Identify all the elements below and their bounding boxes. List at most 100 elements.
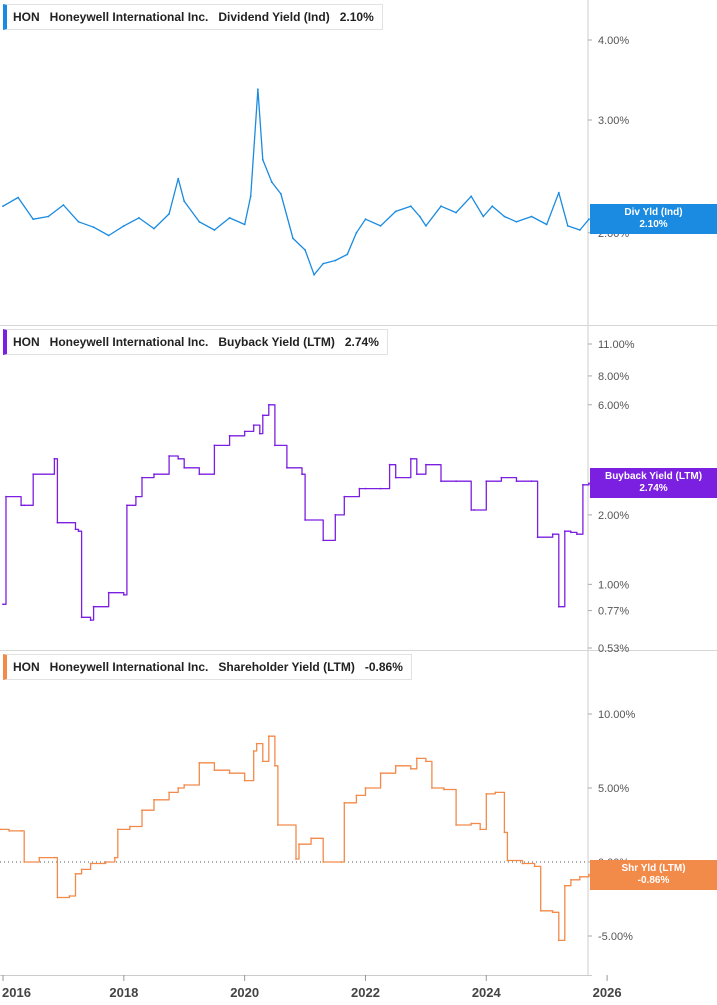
- data-point: [343, 801, 346, 804]
- data-point: [249, 195, 252, 198]
- data-point: [261, 158, 264, 161]
- badge-value: 2.74%: [639, 483, 668, 494]
- data-point: [415, 473, 418, 476]
- data-point: [588, 482, 590, 485]
- data-point: [358, 487, 361, 490]
- y-tick-label: 0.77%: [598, 606, 629, 618]
- data-point: [485, 480, 488, 483]
- data-point: [503, 831, 506, 834]
- data-point: [56, 521, 59, 524]
- data-point: [116, 828, 119, 831]
- data-point: [53, 457, 56, 460]
- data-point: [566, 225, 569, 227]
- legend-series-name: Dividend Yield (Ind): [218, 10, 330, 24]
- data-point: [113, 856, 116, 859]
- data-point: [443, 788, 445, 791]
- data-point: [32, 218, 35, 221]
- data-point: [77, 220, 80, 223]
- data-point: [107, 591, 110, 594]
- data-point: [440, 205, 442, 208]
- x-tick-label: 2024: [472, 985, 502, 1000]
- data-point: [292, 237, 294, 240]
- data-point: [379, 225, 382, 227]
- data-point: [228, 772, 231, 775]
- data-point: [177, 457, 180, 460]
- data-point: [409, 457, 412, 460]
- badge-value: 2.10%: [639, 219, 668, 230]
- x-tick-label: 2022: [351, 985, 380, 1000]
- data-point: [301, 473, 303, 476]
- data-point: [183, 200, 186, 203]
- data-point: [491, 205, 494, 208]
- data-point: [355, 794, 358, 797]
- data-point: [470, 509, 473, 511]
- legend-buyback-yield: HON Honeywell International Inc. Buyback…: [3, 329, 388, 355]
- legend-current-value: 2.74%: [344, 335, 379, 349]
- data-point: [89, 619, 92, 621]
- data-point: [409, 767, 412, 770]
- series-line-0: [2, 88, 590, 276]
- y-tick-label: 1.00%: [598, 579, 629, 591]
- data-point: [168, 213, 171, 215]
- y-tick-label: 2.00%: [598, 510, 629, 522]
- data-point: [280, 193, 282, 195]
- data-point: [455, 824, 457, 826]
- data-point: [394, 210, 397, 213]
- data-point: [267, 735, 270, 738]
- data-point: [579, 875, 581, 878]
- data-point: [557, 191, 560, 194]
- data-point: [485, 793, 488, 795]
- data-point: [0, 828, 1, 831]
- data-point: [425, 225, 427, 227]
- data-point: [5, 495, 7, 498]
- data-point: [539, 909, 542, 912]
- data-point: [198, 761, 201, 764]
- x-tick-label: 2026: [593, 985, 622, 1000]
- legend-ticker: HON: [13, 10, 40, 24]
- data-point: [183, 466, 186, 469]
- legend-series-name: Shareholder Yield (LTM): [218, 660, 355, 674]
- data-point: [515, 480, 518, 483]
- shareholder-yield-value-badge: Shr Yld (LTM) -0.86%: [590, 860, 717, 890]
- data-point: [89, 862, 92, 865]
- data-point: [23, 861, 26, 863]
- data-point: [551, 533, 554, 536]
- data-point: [107, 234, 110, 237]
- data-point: [270, 181, 273, 184]
- data-point: [431, 787, 433, 789]
- data-point: [213, 769, 216, 772]
- data-point: [213, 444, 216, 447]
- data-point: [74, 528, 77, 531]
- legend-ticker: HON: [13, 335, 40, 349]
- y-tick-label: 3.00%: [598, 115, 629, 127]
- data-point: [576, 533, 578, 536]
- data-point: [17, 196, 19, 199]
- data-point: [20, 830, 22, 832]
- data-point: [455, 211, 457, 214]
- data-point: [563, 884, 566, 887]
- buyback-yield-value-badge: Buyback Yield (LTM) 2.74%: [590, 468, 717, 498]
- data-point: [92, 226, 95, 229]
- data-point: [252, 424, 255, 426]
- data-point: [551, 911, 554, 914]
- data-point: [32, 473, 35, 476]
- dividend-yield-value-badge: Div Yld (Ind) 2.10%: [590, 204, 717, 234]
- data-point: [153, 798, 155, 801]
- data-point: [122, 594, 125, 596]
- y-tick-label: 10.00%: [598, 709, 636, 721]
- data-point: [138, 217, 140, 219]
- data-point: [47, 215, 50, 218]
- data-point: [379, 487, 382, 490]
- data-point: [536, 536, 539, 539]
- data-point: [141, 476, 143, 479]
- data-point: [521, 862, 524, 865]
- data-point: [494, 791, 497, 794]
- legend-dividend-yield: HON Honeywell International Inc. Dividen…: [3, 4, 383, 30]
- x-tick-label: 2018: [109, 985, 138, 1000]
- data-point: [355, 231, 358, 234]
- data-point: [570, 531, 572, 534]
- legend-company: Honeywell International Inc.: [49, 660, 209, 674]
- legend-current-value: 2.10%: [339, 10, 374, 24]
- data-point: [473, 509, 476, 511]
- y-tick-label: 6.00%: [598, 400, 629, 412]
